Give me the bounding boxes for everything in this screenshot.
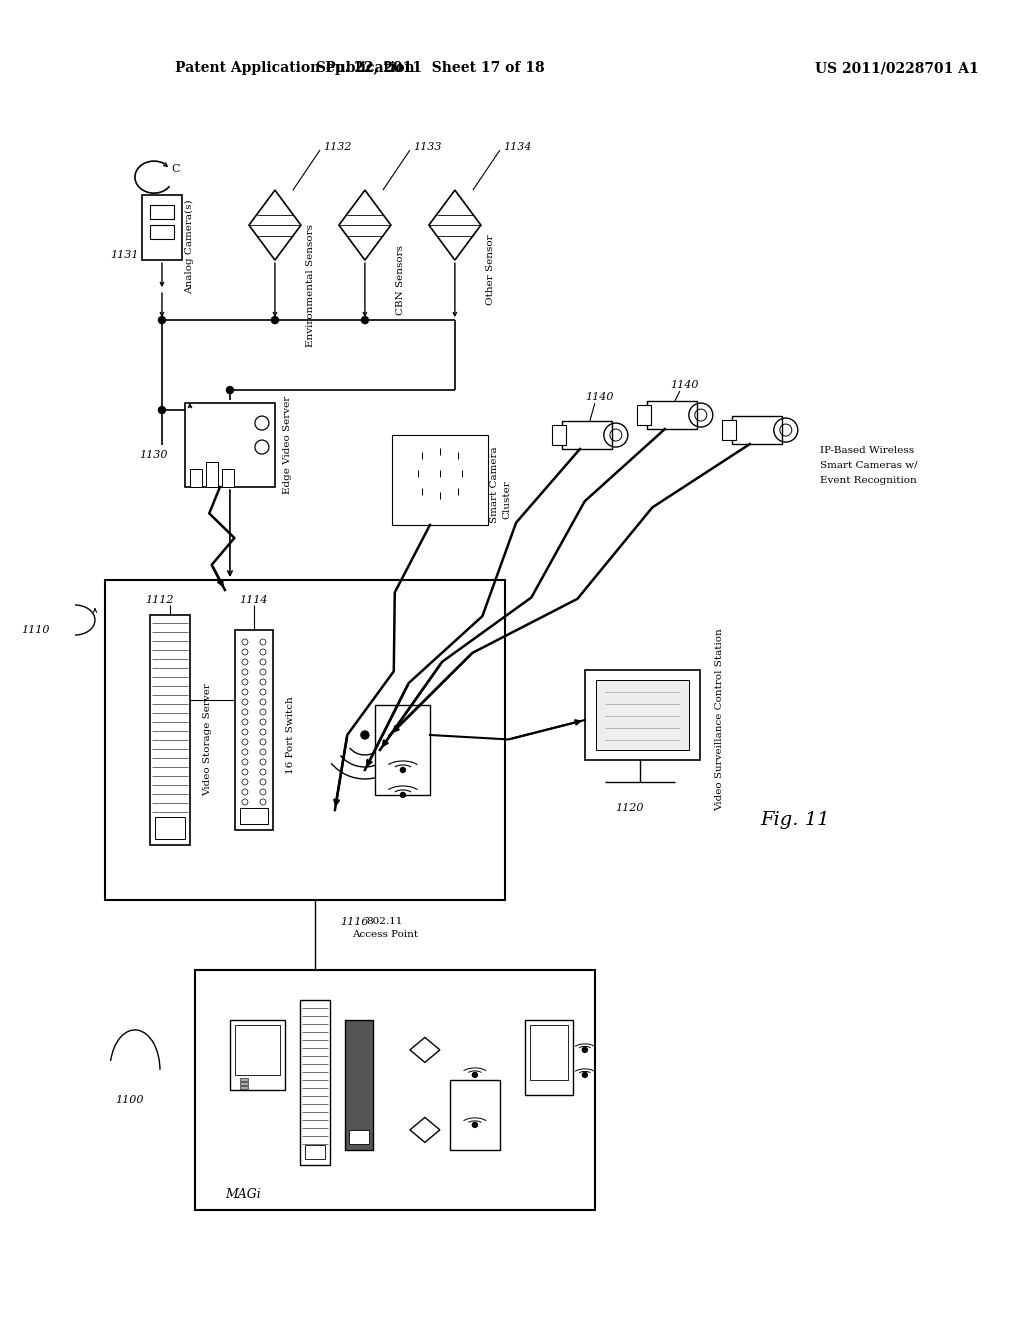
Text: IP-Based Wireless: IP-Based Wireless — [820, 446, 913, 454]
Bar — [230, 1020, 285, 1090]
Text: 1140: 1140 — [671, 380, 699, 391]
Bar — [375, 705, 430, 795]
Bar — [585, 671, 699, 760]
Text: Event Recognition: Event Recognition — [820, 475, 916, 484]
Text: 1132: 1132 — [323, 143, 351, 152]
Bar — [529, 1024, 568, 1080]
Bar — [142, 195, 182, 260]
Bar — [596, 680, 689, 750]
Text: 1116: 1116 — [341, 917, 370, 927]
Text: Environmental Sensors: Environmental Sensors — [306, 223, 315, 347]
Circle shape — [360, 731, 369, 739]
Bar — [345, 1020, 373, 1150]
Text: Other Sensor: Other Sensor — [486, 235, 496, 305]
Bar — [234, 630, 273, 830]
Text: C: C — [172, 164, 180, 174]
Circle shape — [472, 1122, 477, 1127]
Bar — [552, 425, 566, 445]
Text: Fig. 11: Fig. 11 — [760, 810, 829, 829]
Text: Access Point: Access Point — [352, 931, 418, 940]
Text: 16 Port Switch: 16 Port Switch — [287, 696, 296, 774]
Bar — [450, 1080, 500, 1150]
Bar — [647, 401, 696, 429]
Text: Sep. 22, 2011  Sheet 17 of 18: Sep. 22, 2011 Sheet 17 of 18 — [315, 61, 544, 75]
Circle shape — [400, 792, 406, 797]
Bar — [150, 205, 174, 219]
Bar — [240, 1082, 248, 1085]
Bar — [732, 416, 781, 444]
Bar — [300, 1001, 330, 1164]
Circle shape — [226, 387, 233, 393]
Text: 1120: 1120 — [615, 803, 644, 813]
Text: Smart Cameras w/: Smart Cameras w/ — [820, 461, 918, 470]
Text: 1130: 1130 — [139, 450, 168, 461]
Text: 1131: 1131 — [110, 249, 138, 260]
Bar — [150, 615, 189, 845]
Text: 1112: 1112 — [145, 595, 174, 605]
Text: Video Surveillance Control Station: Video Surveillance Control Station — [716, 628, 724, 812]
Bar — [189, 469, 202, 487]
Text: Smart Camera: Smart Camera — [490, 446, 500, 523]
Bar — [305, 1144, 325, 1159]
Bar — [195, 970, 595, 1210]
Text: 802.11: 802.11 — [367, 917, 403, 927]
Bar — [240, 1078, 248, 1081]
Bar — [222, 469, 233, 487]
Text: 1100: 1100 — [115, 1094, 143, 1105]
Text: Edge Video Server: Edge Video Server — [284, 396, 293, 494]
Text: Patent Application Publication: Patent Application Publication — [175, 61, 415, 75]
Text: Analog Camera(s): Analog Camera(s) — [185, 199, 195, 294]
Bar — [155, 817, 185, 840]
Bar — [185, 403, 274, 487]
Circle shape — [472, 1072, 477, 1077]
Text: 1114: 1114 — [240, 595, 268, 605]
Text: CBN Sensors: CBN Sensors — [396, 246, 406, 315]
Text: Cluster: Cluster — [503, 480, 511, 519]
Text: 1134: 1134 — [503, 143, 531, 152]
Circle shape — [271, 317, 279, 323]
Text: MAGi: MAGi — [225, 1188, 261, 1201]
Bar — [240, 808, 268, 824]
Bar — [349, 1130, 369, 1144]
Circle shape — [400, 767, 406, 772]
Circle shape — [159, 407, 166, 413]
Bar — [525, 1020, 572, 1094]
Circle shape — [583, 1047, 588, 1052]
Circle shape — [361, 317, 369, 323]
Bar — [240, 1086, 248, 1089]
Bar — [637, 405, 651, 425]
Text: 1140: 1140 — [586, 392, 614, 403]
Text: 1133: 1133 — [413, 143, 441, 152]
Circle shape — [583, 1072, 588, 1077]
Text: US 2011/0228701 A1: US 2011/0228701 A1 — [815, 61, 979, 75]
Bar — [722, 420, 736, 440]
Bar — [206, 462, 218, 487]
Bar — [562, 421, 612, 449]
Text: Video Storage Server: Video Storage Server — [204, 684, 212, 796]
Circle shape — [159, 317, 166, 323]
Bar — [105, 579, 505, 900]
Bar — [234, 1024, 280, 1074]
Text: 1110: 1110 — [22, 624, 50, 635]
Bar — [392, 436, 487, 525]
Bar — [150, 226, 174, 239]
